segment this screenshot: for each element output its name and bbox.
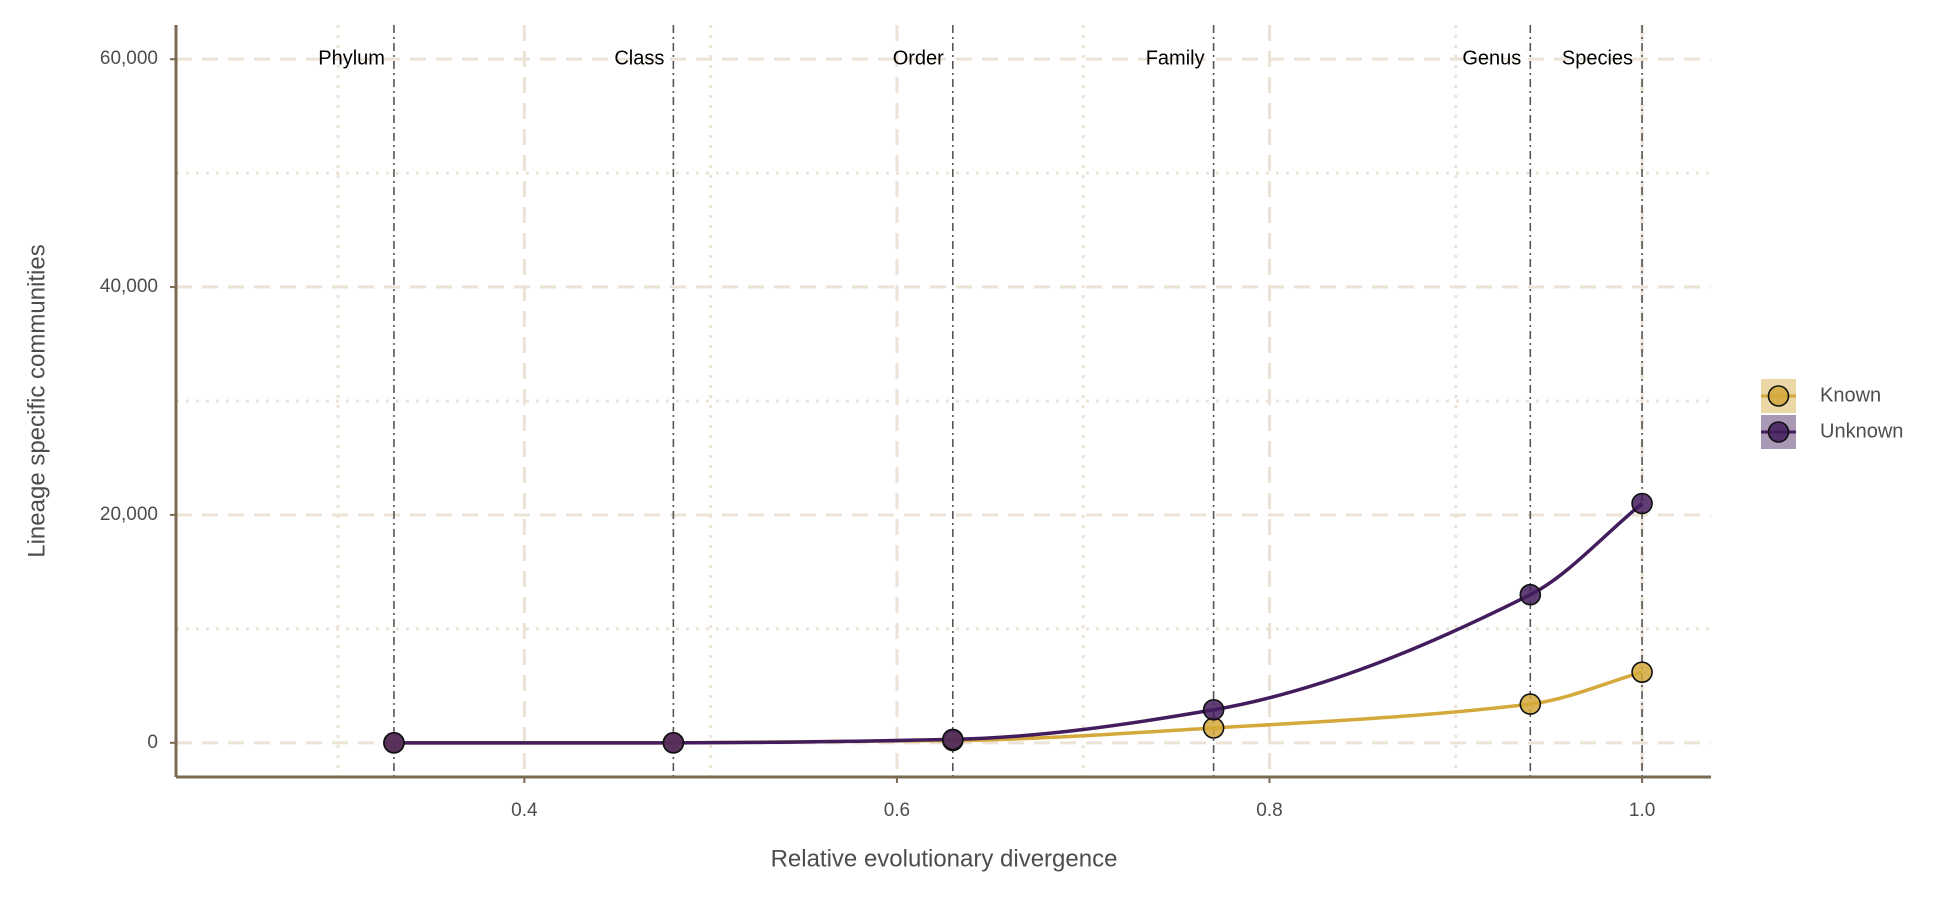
data-point [1202, 698, 1225, 721]
rank-label: Family [1146, 47, 1205, 69]
data-point [1519, 693, 1542, 715]
legend-label: Known [1820, 384, 1881, 406]
x-tick-label: 0.4 [511, 800, 538, 821]
rank-label: Genus [1462, 47, 1521, 69]
y-tick-label: 0 [147, 732, 158, 753]
data-point [1202, 717, 1225, 739]
data-point [942, 728, 964, 751]
data-point [1631, 492, 1653, 515]
legend-key [1767, 421, 1790, 443]
rank-label: Class [614, 47, 664, 69]
data-point [1519, 583, 1542, 606]
rank-label: Phylum [318, 47, 385, 69]
y-tick-label: 40,000 [100, 276, 158, 297]
rank-label: Order [893, 47, 944, 69]
legend-key [1767, 385, 1790, 407]
x-axis-title: Relative evolutionary divergence [771, 845, 1118, 872]
y-tick-label: 20,000 [100, 504, 158, 525]
legend-label: Unknown [1820, 420, 1903, 442]
x-tick-label: 0.8 [1256, 800, 1282, 821]
data-point [662, 732, 685, 754]
x-tick-label: 1.0 [1629, 800, 1655, 821]
x-tick-label: 0.6 [884, 800, 910, 821]
rank-label: Species [1562, 47, 1633, 69]
y-axis-title: Lineage specific communities [23, 244, 50, 558]
data-point [383, 732, 405, 754]
y-tick-label: 60,000 [100, 48, 158, 69]
data-point [1631, 661, 1653, 683]
